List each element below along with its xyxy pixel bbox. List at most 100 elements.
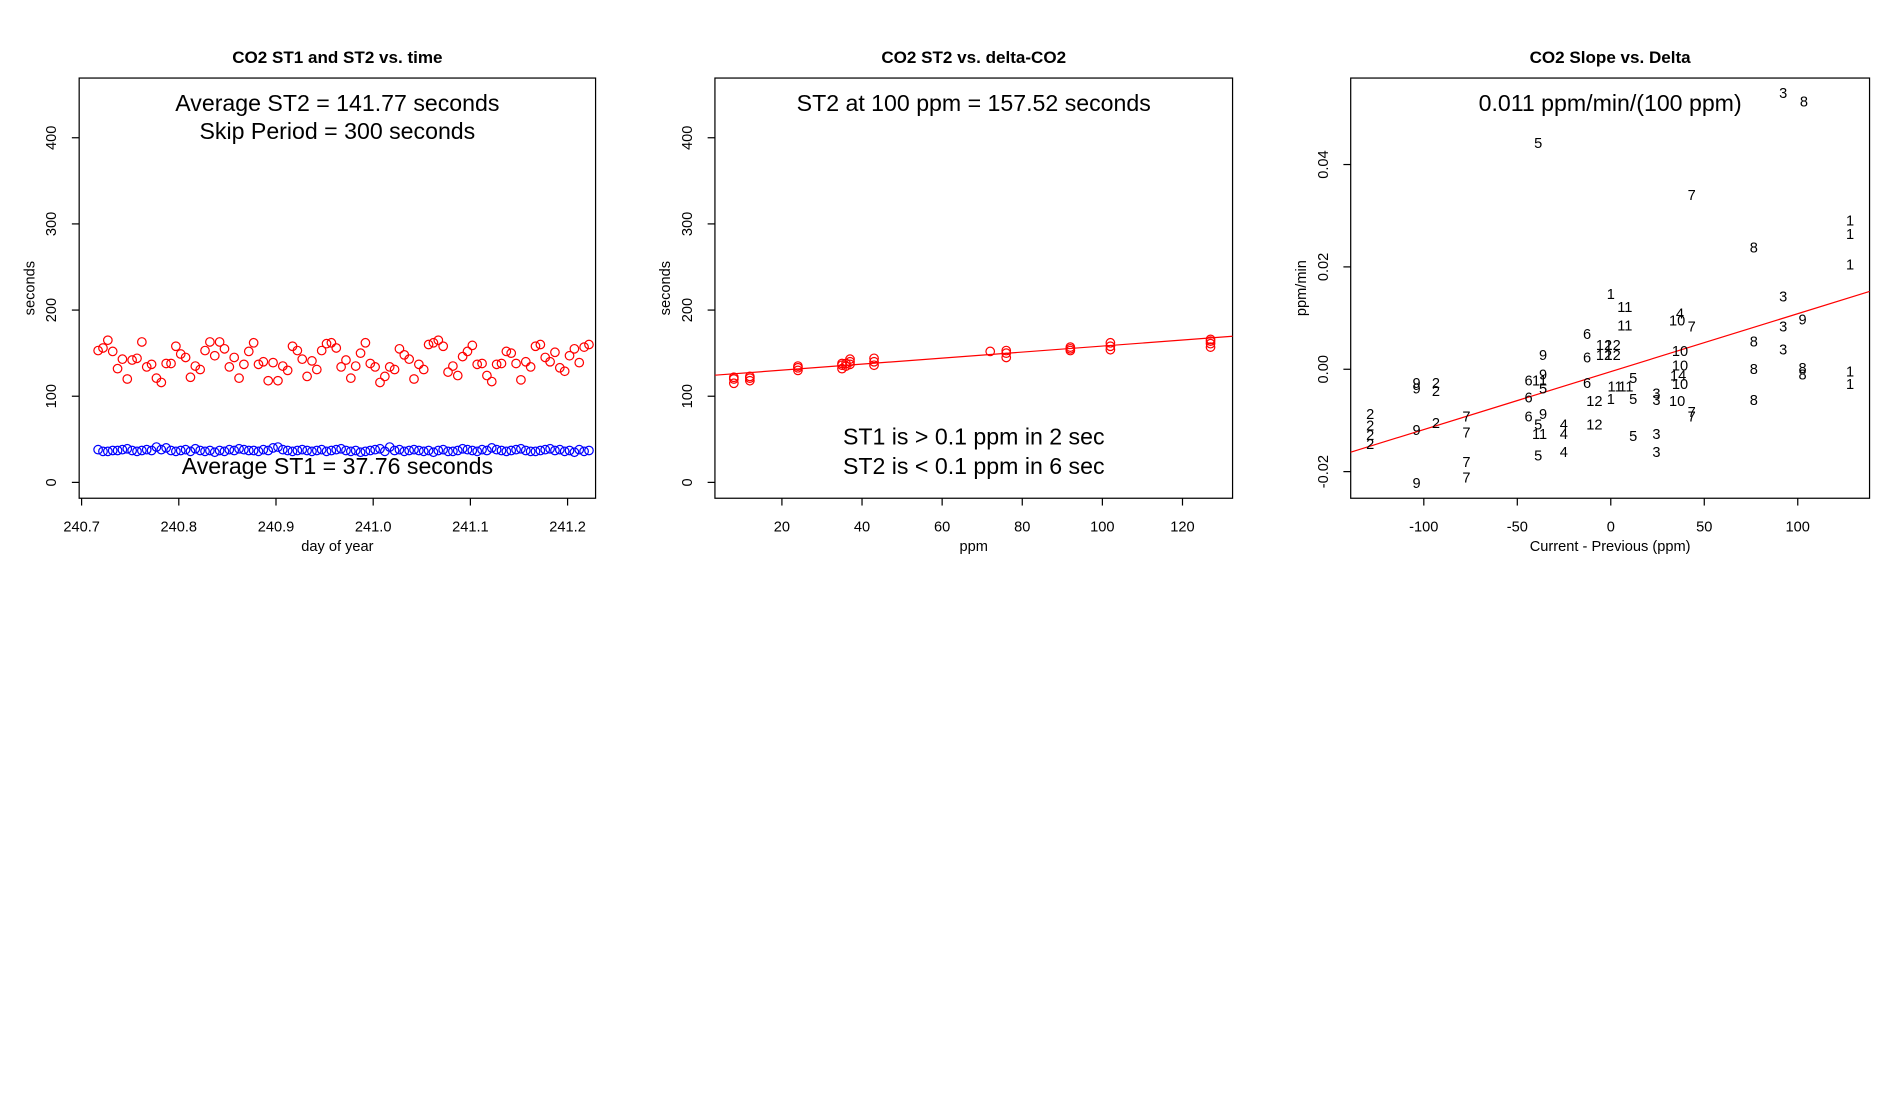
point: [311, 364, 322, 375]
point-label: 1: [1846, 227, 1854, 243]
point: [1205, 334, 1216, 345]
point: [336, 443, 346, 454]
point: [845, 354, 855, 365]
point: [564, 350, 575, 361]
point: [520, 445, 531, 456]
point: [414, 445, 424, 456]
point: [472, 446, 483, 457]
plot-frame: [1350, 77, 1871, 499]
point-label: 1: [1607, 392, 1615, 408]
x-tick-label: -50: [1507, 519, 1528, 535]
point: [341, 355, 351, 365]
x-tick-label: 100: [1786, 519, 1810, 535]
point-label: 3: [1779, 86, 1787, 102]
point: [112, 445, 123, 456]
point: [550, 445, 560, 456]
point: [321, 338, 332, 349]
point: [525, 362, 536, 372]
point: [316, 345, 327, 356]
point: [545, 356, 555, 367]
point-label: 12: [1586, 394, 1602, 410]
x-tick-label: 80: [1014, 519, 1030, 535]
point: [234, 443, 244, 454]
point-label: 10: [1672, 377, 1688, 393]
point: [195, 445, 206, 456]
annotation: ST2 is < 0.1 ppm in 6 sec: [843, 453, 1105, 479]
point: [404, 354, 415, 365]
point-label: 4: [1676, 306, 1684, 322]
point-label: 4: [1560, 427, 1568, 443]
point: [457, 351, 468, 362]
point-label: 6: [1583, 327, 1591, 343]
point: [370, 362, 381, 372]
y-tick-label: 400: [44, 126, 60, 150]
point: [287, 446, 298, 457]
point: [307, 356, 317, 366]
point: [1205, 338, 1216, 349]
point: [175, 445, 186, 456]
point-label: 8: [1750, 393, 1758, 409]
point: [569, 447, 580, 458]
point: [185, 446, 196, 457]
point: [569, 343, 580, 354]
plot-frame: [714, 77, 1234, 499]
point: [112, 363, 123, 374]
point-label: 11: [1618, 380, 1633, 396]
point-label: 12: [1605, 348, 1621, 364]
point: [219, 343, 230, 354]
point-label: 1: [1846, 377, 1854, 393]
point: [574, 357, 585, 368]
point: [520, 356, 531, 367]
point: [384, 442, 395, 452]
point: [258, 444, 269, 455]
point-label: 1: [1846, 365, 1854, 381]
y-tick-label: -0.02: [1316, 455, 1332, 488]
point: [200, 345, 210, 356]
point-label: 11: [1617, 319, 1632, 335]
x-axis-label: ppm: [960, 539, 988, 555]
point: [151, 442, 162, 452]
point: [482, 445, 492, 456]
point: [166, 445, 176, 456]
point: [229, 445, 240, 456]
point: [579, 342, 589, 352]
point: [511, 358, 521, 369]
x-axis-label: Current - Previous (ppm): [1530, 539, 1691, 555]
point: [224, 444, 235, 455]
point: [389, 445, 400, 456]
annotation: Average ST1 = 37.76 seconds: [182, 453, 493, 479]
point: [501, 346, 512, 357]
point: [171, 446, 181, 457]
x-tick-label: 241.1: [452, 519, 489, 535]
point: [1205, 342, 1216, 352]
point-label: 8: [1799, 367, 1807, 383]
point-label: 6: [1524, 390, 1532, 406]
x-tick-label: 240.7: [63, 519, 100, 535]
point: [530, 446, 541, 457]
point-label: 1: [1846, 258, 1854, 274]
point: [525, 446, 536, 457]
point-label: 7: [1688, 410, 1696, 426]
point-label: 2: [1366, 407, 1374, 423]
point: [845, 359, 855, 370]
point: [132, 446, 142, 457]
point: [136, 445, 147, 456]
point-label: 4: [1560, 417, 1568, 433]
point: [268, 443, 278, 453]
point: [161, 443, 172, 453]
point: [535, 339, 546, 350]
point-label: 3: [1779, 289, 1787, 305]
point-label: 10: [1669, 394, 1685, 410]
point: [384, 362, 395, 372]
point: [117, 354, 128, 365]
point: [486, 376, 497, 387]
point-label: 8: [1799, 361, 1807, 377]
point-label: 3: [1652, 387, 1660, 403]
point: [239, 444, 249, 455]
point: [180, 444, 191, 455]
point-label: 9: [1799, 313, 1807, 329]
chart-title: CO2 ST2 vs. delta-CO2: [881, 48, 1066, 67]
point: [156, 377, 167, 388]
point-label: 9: [1412, 476, 1420, 492]
x-tick-label: 40: [854, 519, 870, 535]
